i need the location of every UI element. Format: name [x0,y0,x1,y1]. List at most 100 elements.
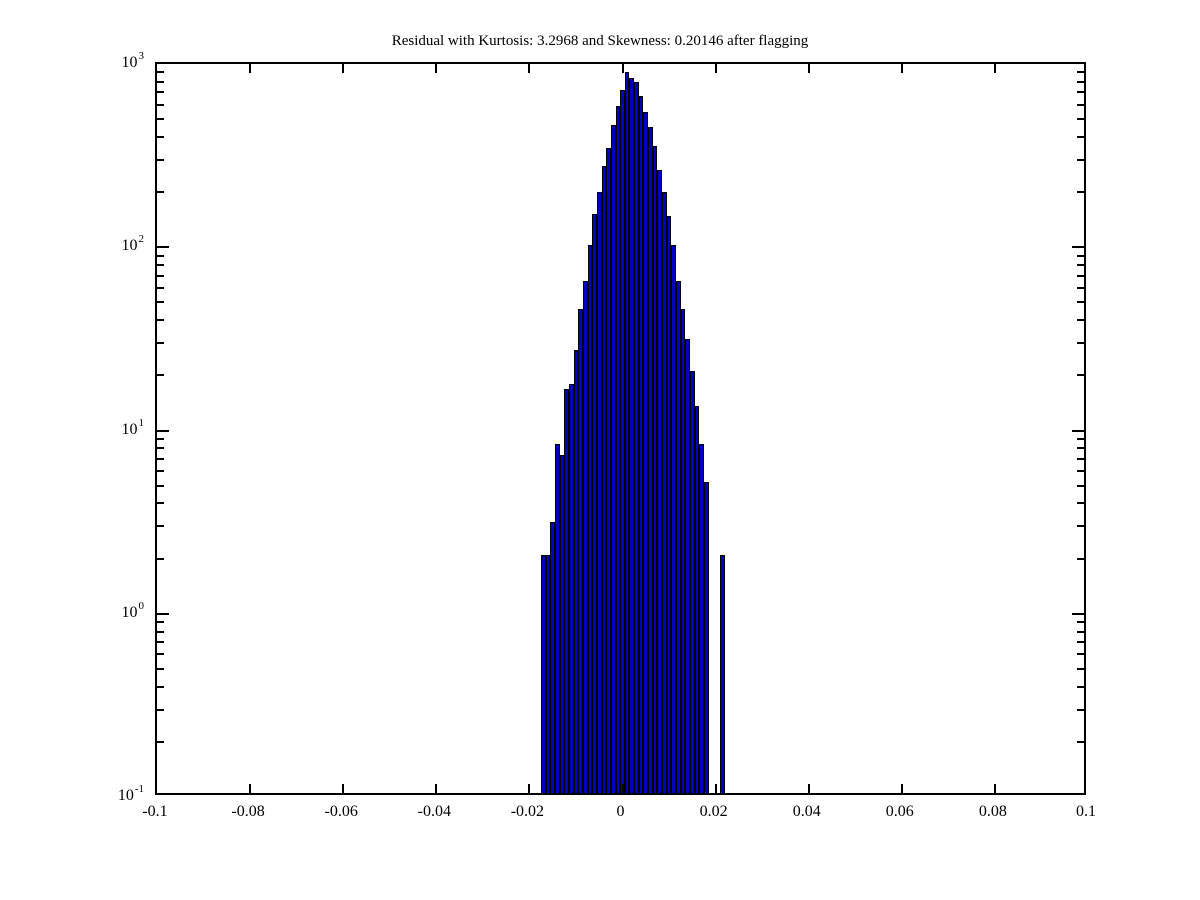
y-tick-mark-minor [1077,457,1084,460]
histogram-bar [564,389,569,793]
x-tick-mark [435,784,438,793]
y-tick-mark-minor [1077,641,1084,644]
y-tick-mark-minor [157,135,164,138]
y-tick-mark-minor [157,740,164,743]
y-tick-mark-minor [157,158,164,161]
y-tick-label-mantissa: 10 [121,54,138,72]
x-tick-label: -0.04 [417,803,451,820]
y-tick-mark-minor [1077,653,1084,656]
y-tick-mark-minor [1077,667,1084,670]
y-tick-mark-minor [157,641,164,644]
y-tick-label-mantissa: 10 [117,787,134,805]
y-tick-mark-minor [1077,525,1084,528]
y-tick-label-mantissa: 10 [121,603,138,621]
y-tick-mark-minor [157,286,164,289]
x-tick-mark [714,784,717,793]
y-tick-label: 103 [121,49,145,72]
plot-area [155,62,1086,795]
y-tick-mark-minor [157,191,164,194]
histogram-bar [596,192,602,793]
x-tick-label: 0.06 [885,803,914,820]
y-tick-mark-minor [1077,301,1084,304]
y-tick-mark-minor [157,685,164,688]
histogram-bar [624,72,630,793]
y-tick-label: 102 [122,233,145,255]
histogram-bar [545,554,551,793]
histogram-bar [652,145,658,793]
y-tick-mark-minor [1077,71,1084,74]
y-tick-mark-minor [157,254,164,257]
y-tick-mark-minor [1077,708,1084,711]
histogram-bar [592,213,597,793]
y-tick-label-exponent: 0 [138,599,145,612]
histogram-bar [541,554,546,793]
y-tick-mark-minor [157,457,164,460]
x-tick-label: 0.1 [1076,803,1096,820]
histogram-bars [157,64,1084,793]
histogram-bar [634,81,639,793]
histogram-bar [676,281,681,793]
y-tick-mark-minor [1077,470,1084,473]
histogram-bar [620,89,625,793]
y-tick-mark-minor [157,264,164,266]
x-tick-mark [621,784,624,793]
x-tick-mark [528,784,531,793]
x-tick-label: 0.04 [792,803,821,820]
y-tick-mark-minor [157,301,164,304]
y-tick-label-exponent: -1 [134,782,144,795]
y-tick-mark-minor [157,470,164,473]
y-tick-mark-minor [1077,484,1084,487]
histogram-bar [699,444,704,793]
y-tick-mark-minor [1077,447,1084,450]
x-tick-mark [993,784,996,793]
histogram-bar [587,244,593,793]
y-tick-mark-minor [1077,630,1084,633]
x-tick-label: 0 [616,803,625,820]
y-tick-mark-major [1072,612,1084,615]
histogram-bar [638,95,644,793]
y-tick-mark-minor [157,667,164,670]
histogram-bar [690,371,695,793]
x-tick-label: 0.08 [978,803,1007,820]
x-tick-mark [621,64,624,73]
y-tick-mark-minor [1077,254,1084,257]
y-tick-mark-major [157,612,169,615]
y-tick-mark-minor [157,342,164,345]
y-tick-mark-minor [157,653,164,656]
y-tick-mark-minor [1077,264,1084,266]
histogram-bar [568,384,574,793]
y-tick-mark-minor [1077,91,1084,94]
x-tick-label: -0.08 [231,803,265,820]
histogram-bar [573,350,579,793]
x-tick-mark [249,784,252,793]
y-tick-mark-minor [157,708,164,711]
y-tick-mark-minor [157,502,164,505]
y-tick-mark-minor [1077,437,1084,440]
x-tick-mark [900,64,903,73]
histogram-bar [610,125,616,793]
y-tick-label-exponent: 3 [138,49,145,62]
y-tick-mark-minor [1077,557,1084,560]
histogram-bar [606,148,611,793]
y-tick-mark-minor [157,557,164,560]
y-tick-mark-minor [157,437,164,440]
y-tick-label: 101 [122,416,145,438]
histogram-bar [601,165,607,793]
x-tick-mark [714,64,717,73]
histogram-bar [657,170,663,793]
y-tick-mark-minor [157,91,164,94]
x-tick-mark [900,784,903,793]
y-tick-mark-minor [157,621,164,624]
histogram-bar [629,77,635,793]
y-tick-mark-major [157,246,169,249]
y-tick-mark-minor [1077,135,1084,138]
histogram-bar [615,106,621,793]
x-tick-label: -0.02 [510,803,545,820]
x-tick-label: -0.06 [324,803,358,820]
histogram-bar [720,554,725,793]
x-tick-mark [993,64,996,73]
histogram-bar [648,127,653,793]
y-tick-mark-major [157,429,169,432]
y-tick-mark-minor [1077,685,1084,688]
y-tick-label: 100 [121,599,145,622]
